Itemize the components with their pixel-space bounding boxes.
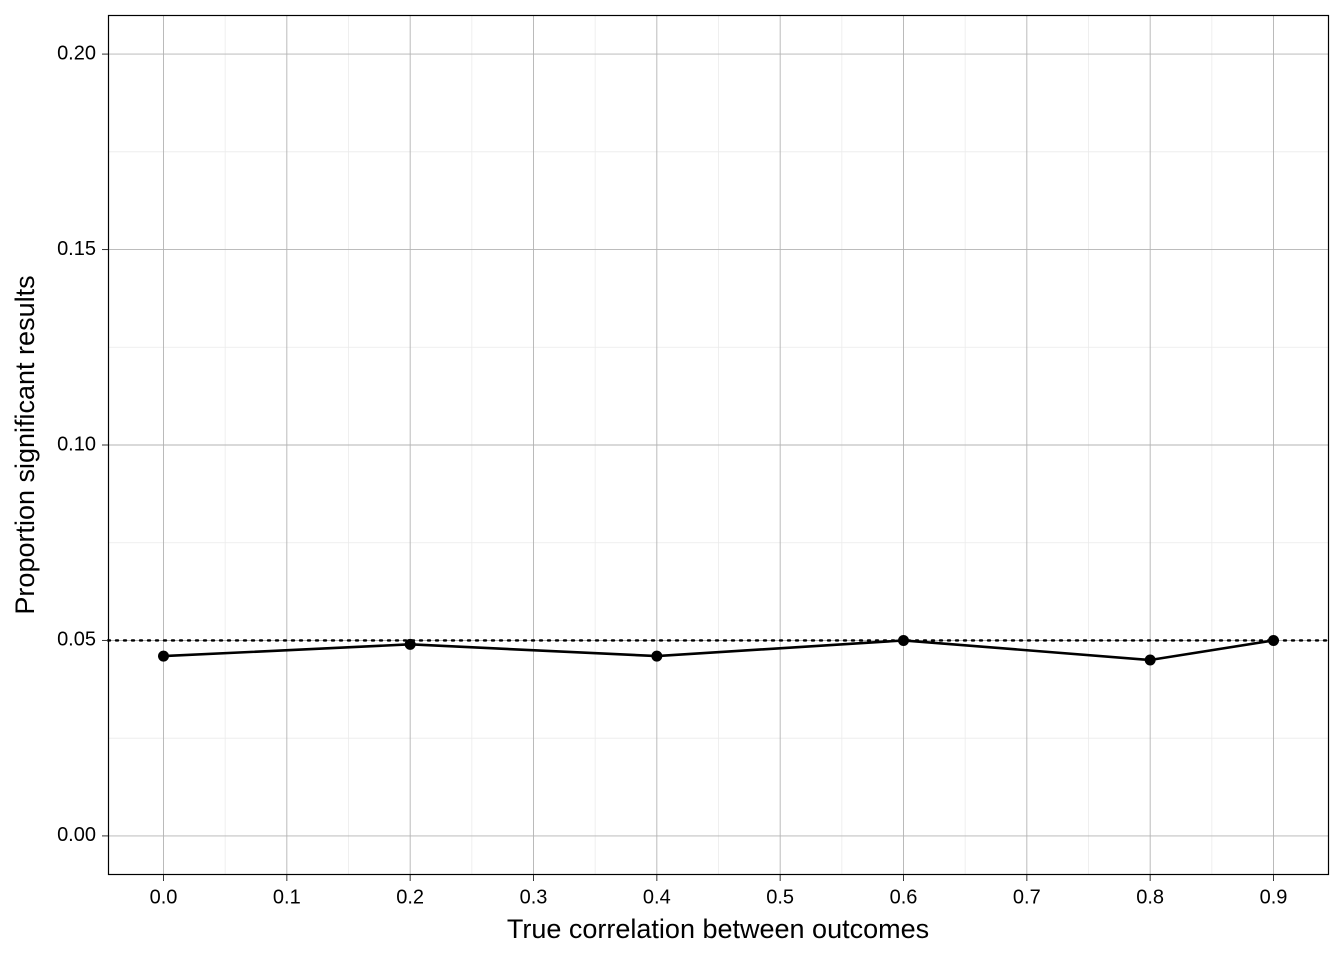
y-axis-title: Proportion significant results (10, 275, 40, 614)
data-point (651, 650, 663, 662)
x-tick-label: 0.3 (520, 886, 548, 908)
y-tick-label: 0.10 (57, 433, 96, 455)
y-tick-label: 0.05 (57, 629, 96, 651)
y-tick-label: 0.20 (57, 42, 96, 64)
x-tick-label: 0.1 (273, 886, 301, 908)
series-line (163, 639, 1274, 662)
marks (106, 634, 1331, 666)
data-point (404, 638, 416, 650)
x-tick-label: 0.6 (890, 886, 918, 908)
y-tick-label: 0.00 (57, 824, 96, 846)
x-tick-label: 0.5 (766, 886, 794, 908)
data-point (898, 634, 909, 646)
panel-border (107, 14, 1330, 876)
data-point (1144, 654, 1156, 666)
x-tick-label: 0.9 (1260, 886, 1288, 908)
y-tick-label: 0.15 (57, 238, 96, 260)
x-tick-label: 0.4 (643, 886, 671, 908)
data-point (1268, 634, 1279, 646)
x-tick-label: 0.7 (1013, 886, 1041, 908)
data-point (158, 650, 169, 662)
x-tick-label: 0.8 (1136, 886, 1164, 908)
x-axis-title: True correlation between outcomes (507, 914, 929, 944)
x-tick-label: 0.0 (150, 886, 178, 908)
x-tick-label: 0.2 (396, 886, 424, 908)
